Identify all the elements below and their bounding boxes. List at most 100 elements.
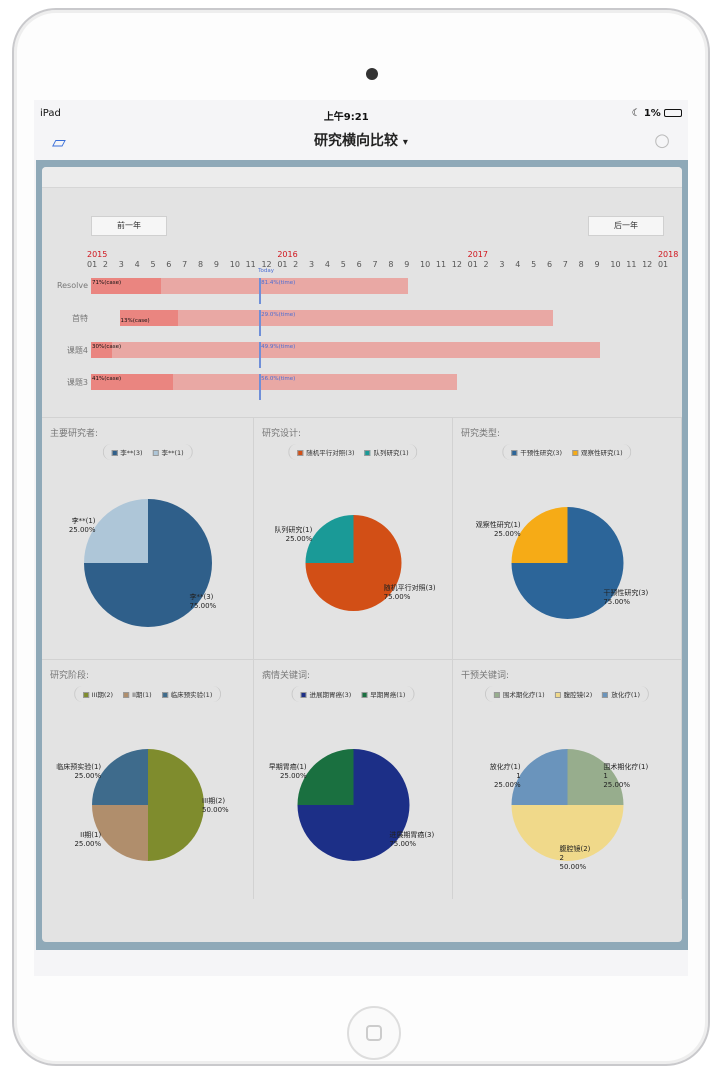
- pie-panel: 研究设计: 随机平行对照(3) 队列研究(1) 随机平行对照(3) 75.00% 队列研究…: [254, 417, 453, 659]
- legend-swatch: [123, 692, 130, 698]
- legend-swatch: [554, 692, 561, 698]
- legend-swatch: [364, 450, 371, 456]
- pie-data-label: II期(1) 25.00%: [74, 830, 102, 848]
- legend-item[interactable]: 围术期化疗(1): [493, 689, 545, 699]
- month-label: 11: [245, 260, 256, 269]
- pie-data-label: 放化疗(1) 1 25.00%: [489, 763, 521, 790]
- legend-swatch: [82, 692, 89, 698]
- legend-item[interactable]: 干预性研究(3): [511, 447, 562, 457]
- legend-swatch: [572, 450, 578, 456]
- month-label: 5: [340, 260, 346, 269]
- legend-swatch: [300, 692, 307, 698]
- home-button[interactable]: [347, 1006, 401, 1060]
- pie-chart: [297, 749, 410, 861]
- progress-fill: [119, 310, 179, 326]
- folder-icon[interactable]: ▱: [52, 132, 66, 153]
- pie-title: 研究设计:: [262, 429, 302, 439]
- month-label: 12: [261, 260, 272, 269]
- pie-title: 干预关键词:: [461, 671, 510, 681]
- battery: ☾ 1%: [632, 108, 682, 123]
- gantt-row-label: 课题3: [66, 378, 88, 387]
- legend-item[interactable]: 进展期胃癌(3): [300, 689, 351, 699]
- pie-chart: [305, 515, 402, 611]
- legend-swatch: [297, 450, 304, 456]
- month-label: 3: [118, 260, 124, 269]
- month-label: 4: [515, 260, 521, 269]
- pie-slice[interactable]: [511, 749, 568, 805]
- legend-swatch: [361, 692, 368, 698]
- month-label: 8: [578, 260, 584, 269]
- pie-slice[interactable]: [511, 805, 624, 861]
- month-label: 9: [213, 260, 219, 269]
- month-label: 3: [309, 260, 315, 269]
- pie-data-label: 围术期化疗(1) 1 25.00%: [603, 763, 649, 790]
- screen: iPad 上午9:21 ☾ 1% ▱ 研究横向比较 ▾ ○ 前一年 后一年 20…: [34, 100, 688, 976]
- legend-item[interactable]: 队列研究(1): [364, 447, 409, 457]
- pie-chart: [511, 749, 624, 861]
- legend-item[interactable]: 早期胃癌(1): [361, 689, 405, 699]
- month-label: 6: [166, 260, 172, 269]
- today-line: [259, 310, 262, 336]
- legend-item[interactable]: 临床预实验(1): [161, 689, 212, 699]
- month-label: 4: [324, 260, 330, 269]
- camera: [366, 68, 378, 80]
- pie-slice[interactable]: [92, 805, 148, 861]
- gantt-row-label: 课题4: [66, 346, 88, 355]
- pie-slice[interactable]: [148, 749, 204, 861]
- pie-slice[interactable]: [305, 515, 354, 563]
- next-year-button[interactable]: 后一年: [588, 216, 664, 236]
- month-label: 01: [277, 260, 288, 269]
- year-label: 2018: [657, 250, 679, 259]
- pie-data-label: 队列研究(1) 25.00%: [274, 526, 313, 544]
- page-title[interactable]: 研究横向比较 ▾: [314, 133, 408, 149]
- pie-data-label: 早期胃癌(1) 25.00%: [268, 763, 307, 781]
- month-label: 10: [610, 260, 621, 269]
- gantt-row-label: 首特: [72, 314, 88, 323]
- time-percent: 29.0%(time): [261, 312, 296, 318]
- legend-swatch: [511, 450, 518, 456]
- pie-legend: 随机平行对照(3) 队列研究(1): [288, 444, 418, 460]
- search-icon[interactable]: ○: [654, 130, 670, 151]
- month-label: 4: [134, 260, 140, 269]
- month-label: 12: [451, 260, 462, 269]
- pie-slice[interactable]: [567, 749, 624, 805]
- month-label: 01: [87, 260, 98, 269]
- pie-slice[interactable]: [92, 749, 148, 805]
- pie-legend: 干预性研究(3) 观察性研究(1): [502, 444, 632, 460]
- legend-item[interactable]: II期(1): [123, 689, 152, 699]
- pie-slice[interactable]: [511, 507, 568, 563]
- today-line: [259, 342, 262, 368]
- month-label: 7: [182, 260, 188, 269]
- pie-slice[interactable]: [297, 749, 354, 805]
- legend-swatch: [602, 692, 609, 698]
- prev-year-button[interactable]: 前一年: [91, 216, 167, 236]
- pie-data-label: III期(2) 50.00%: [202, 797, 229, 814]
- gantt-row-label: Resolve: [56, 281, 88, 290]
- chevron-down-icon: ▾: [402, 137, 408, 148]
- month-label: 8: [198, 260, 204, 269]
- pie-title: 主要研究者:: [50, 429, 99, 439]
- pie-legend: III期(2) II期(1) 临床预实验(1): [73, 686, 222, 702]
- today-label: Today: [258, 268, 275, 274]
- legend-item[interactable]: 观察性研究(1): [572, 447, 623, 457]
- legend-swatch: [152, 450, 159, 456]
- month-label: 5: [150, 260, 156, 269]
- battery-icon: [663, 109, 682, 117]
- month-label: 2: [483, 260, 489, 269]
- legend-item[interactable]: 腹腔镜(2): [554, 689, 592, 699]
- legend-item[interactable]: 李**(1): [152, 447, 184, 457]
- legend-item[interactable]: 李**(3): [111, 447, 143, 457]
- year-label: 2017: [467, 250, 488, 259]
- legend-item[interactable]: 放化疗(1): [602, 689, 640, 699]
- progress-fill: [91, 278, 161, 294]
- month-label: 5: [531, 260, 537, 269]
- gantt-bar: 41%(case) 56.0%(time): [91, 374, 458, 390]
- pie-title: 研究阶段:: [50, 671, 90, 681]
- month-label: 2: [293, 260, 299, 269]
- legend-item[interactable]: 随机平行对照(3): [297, 447, 355, 457]
- pie-slice[interactable]: [84, 499, 148, 563]
- legend-item[interactable]: III期(2): [82, 689, 113, 699]
- time-percent: 81.4%(time): [261, 280, 296, 286]
- today-line: [259, 278, 262, 304]
- case-percent: 41%(case): [92, 376, 122, 382]
